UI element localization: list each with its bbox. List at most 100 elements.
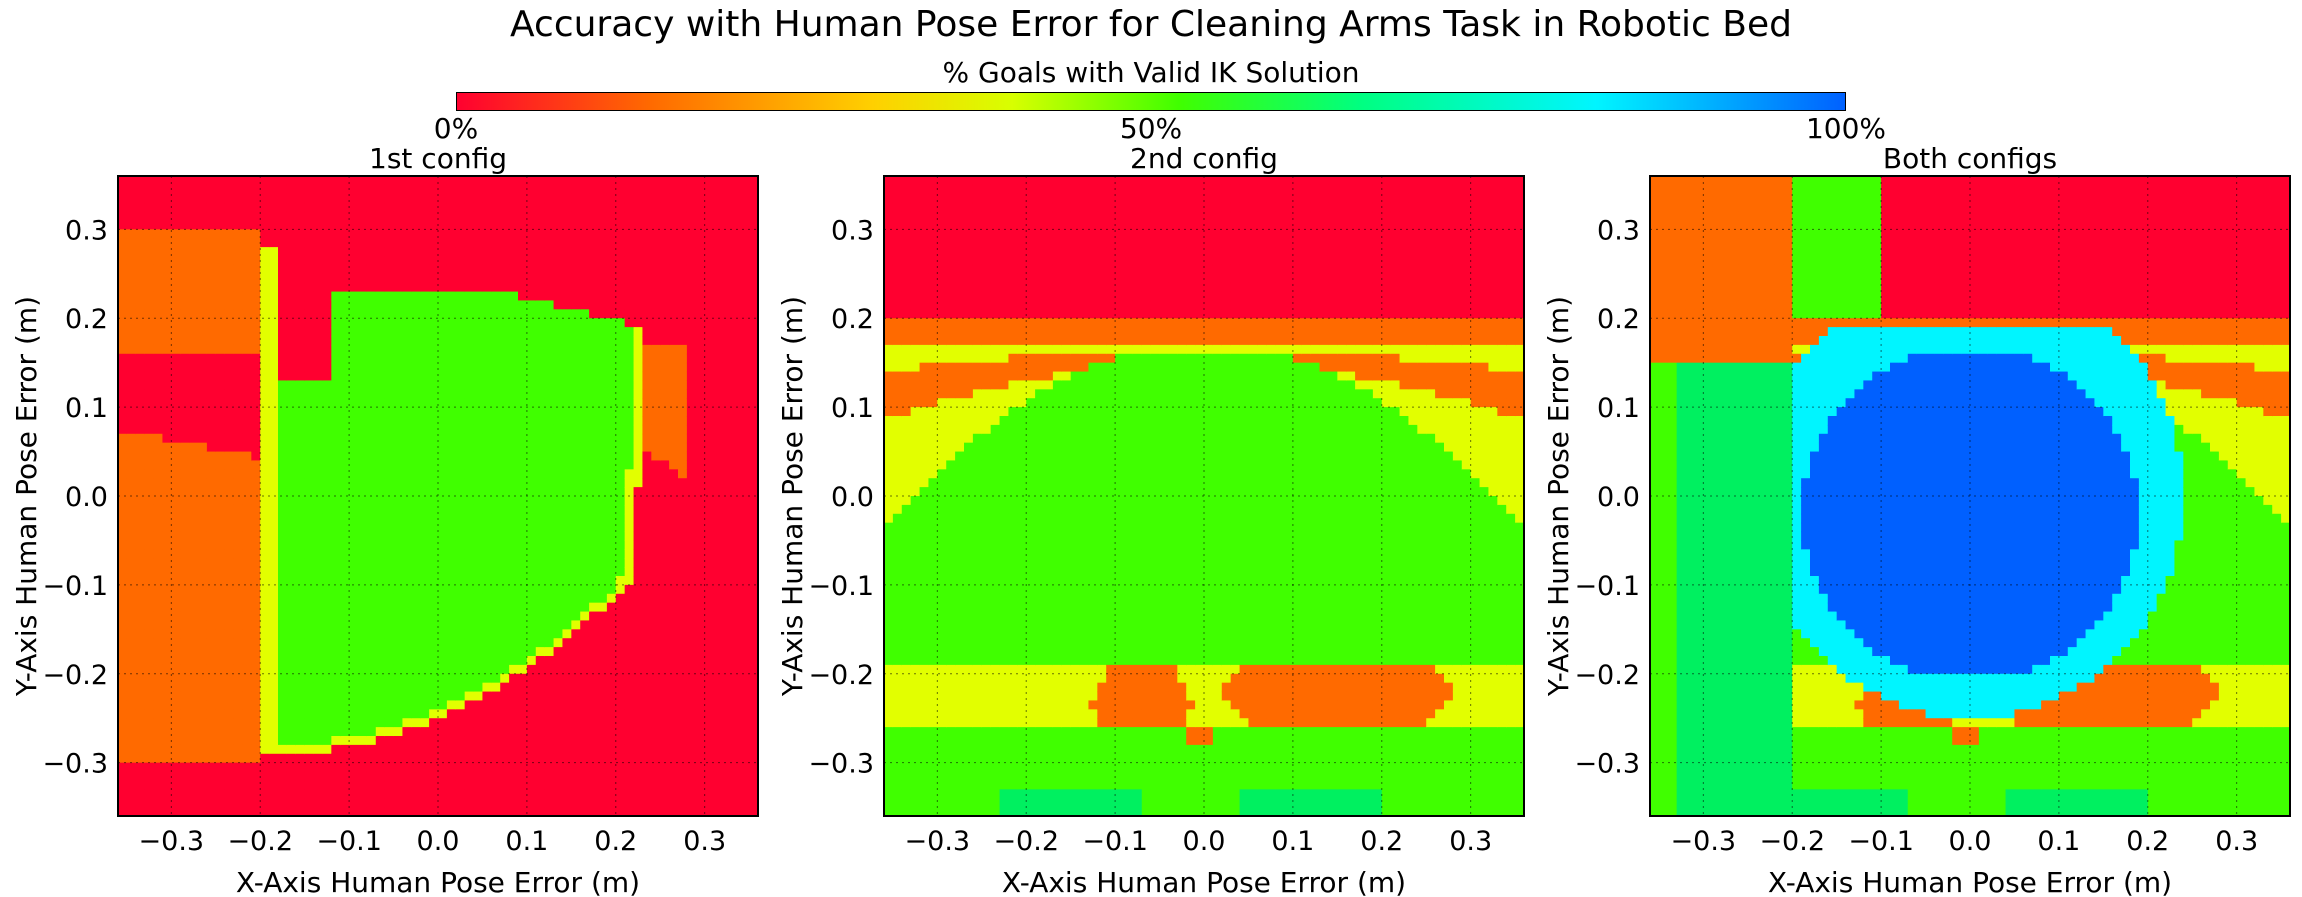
heatmap-cell (144, 416, 155, 426)
heatmap-cell (153, 238, 164, 248)
heatmap-cell (660, 736, 670, 746)
heatmap-cell (509, 496, 519, 506)
heatmap-cell (526, 736, 537, 746)
heatmap-cell (624, 664, 635, 675)
heatmap-cell (322, 513, 332, 524)
heatmap-cell (198, 389, 208, 399)
heatmap-cell (544, 700, 555, 710)
heatmap-cell (491, 362, 501, 373)
heatmap-cell (713, 593, 724, 604)
heatmap-cell (500, 442, 510, 453)
heatmap-cell (589, 256, 599, 266)
heatmap-cell (304, 602, 315, 613)
heatmap-cell (642, 380, 652, 390)
heatmap-cell (313, 798, 324, 808)
heatmap-cell (144, 211, 155, 222)
heatmap-cell (491, 238, 501, 248)
heatmap-cell (669, 540, 679, 550)
heatmap-cell (633, 229, 644, 239)
heatmap-cell (589, 389, 599, 399)
heatmap-cell (571, 344, 581, 355)
heatmap-cell (206, 407, 217, 417)
heatmap-cell (660, 504, 670, 515)
heatmap-cell (678, 344, 688, 355)
heatmap-cell (340, 629, 350, 639)
heatmap-cell (118, 762, 128, 773)
heatmap-cell (171, 487, 181, 497)
heatmap-cell (633, 380, 644, 390)
heatmap-cell (215, 602, 226, 613)
heatmap-cell (126, 700, 137, 710)
heatmap-cell (189, 700, 199, 710)
heatmap-cell (349, 247, 359, 257)
heatmap-cell (162, 433, 172, 444)
heatmap-cell (260, 638, 270, 648)
heatmap-cell (260, 424, 270, 435)
heatmap-cell (731, 229, 741, 239)
heatmap-cell (198, 727, 208, 737)
heatmap-cell (633, 282, 644, 293)
heatmap-cell (544, 656, 555, 666)
heatmap-cell (438, 211, 448, 222)
heatmap-cell (722, 460, 732, 470)
heatmap-cell (384, 398, 395, 408)
heatmap-cell (269, 291, 279, 302)
heatmap-cell (722, 291, 732, 302)
heatmap-cell (446, 238, 457, 248)
heatmap-cell (295, 389, 306, 399)
heatmap-cell (500, 416, 510, 426)
heatmap-cell (482, 593, 492, 604)
heatmap-cell (224, 193, 235, 204)
heatmap-cell (580, 184, 590, 195)
heatmap-cell (224, 353, 235, 364)
heatmap-cell (678, 602, 688, 613)
heatmap-cell (464, 709, 475, 719)
heatmap-cell (580, 753, 590, 764)
heatmap-cell (375, 673, 386, 684)
heatmap-cell (615, 513, 626, 524)
heatmap-cell (509, 727, 519, 737)
heatmap-cell (198, 282, 208, 293)
heatmap-cell (242, 762, 252, 773)
heatmap-cell (633, 407, 644, 417)
heatmap-cell (224, 664, 235, 675)
heatmap-cell (598, 211, 608, 222)
heatmap-cell (313, 211, 324, 222)
heatmap-cell (544, 673, 555, 684)
heatmap-cell (171, 620, 181, 630)
heatmap-cell (162, 273, 172, 284)
heatmap-cell (215, 567, 226, 577)
heatmap-cell (678, 389, 688, 399)
heatmap-cell (251, 469, 261, 479)
heatmap-cell (678, 744, 688, 755)
heatmap-cell (580, 193, 590, 204)
heatmap-cell (651, 273, 661, 284)
heatmap-cell (322, 496, 332, 506)
heatmap-cell (731, 238, 741, 248)
heatmap-cell (295, 656, 306, 666)
heatmap-cell (224, 744, 235, 755)
heatmap-cell (278, 727, 288, 737)
heatmap-cell (589, 744, 599, 755)
heatmap-cell (242, 691, 252, 702)
heatmap-cell (322, 558, 332, 568)
heatmap-cell (526, 602, 537, 613)
heatmap-cell (286, 718, 297, 728)
heatmap-cell (215, 407, 226, 417)
heatmap-cell (678, 593, 688, 604)
heatmap-cell (571, 273, 581, 284)
heatmap-cell (429, 611, 439, 622)
heatmap-cell (349, 567, 359, 577)
heatmap-cell (429, 744, 439, 755)
heatmap-cell (331, 496, 341, 506)
heatmap-cell (295, 807, 306, 817)
heatmap-cell (384, 327, 395, 337)
heatmap-cell (126, 647, 137, 657)
heatmap-cell (206, 318, 217, 328)
heatmap-cell (304, 433, 315, 444)
heatmap-cell (242, 327, 252, 337)
heatmap-cell (624, 807, 635, 817)
heatmap-cell (615, 567, 626, 577)
heatmap-cell (686, 460, 697, 470)
heatmap-cell (242, 496, 252, 506)
